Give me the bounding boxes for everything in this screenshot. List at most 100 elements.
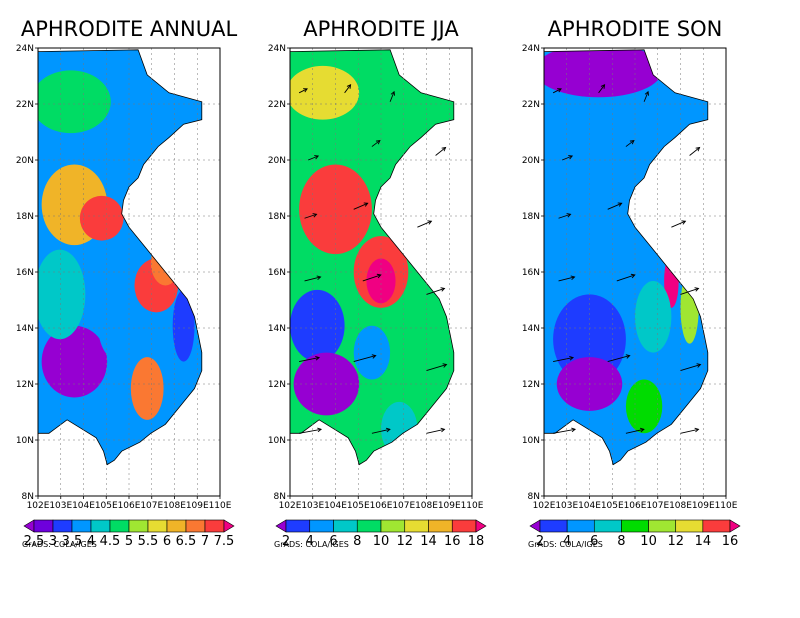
- wind-arrow-head: [316, 275, 322, 281]
- grads-credit: GrADS: COLA/IGES: [528, 540, 603, 549]
- colorbar-label: 12: [667, 534, 684, 549]
- wind-arrow-head: [557, 88, 562, 93]
- wind-arrow-head: [363, 202, 369, 207]
- colorbar-label: 10: [640, 534, 657, 549]
- colorbar-swatch: [128, 519, 149, 533]
- grads-credit: GrADS: COLA/IGES: [22, 540, 97, 549]
- lon-label: 105E: [95, 501, 118, 511]
- wind-arrow: [299, 357, 320, 363]
- colorbar-swatch: [380, 519, 406, 533]
- wind-arrow: [304, 213, 317, 219]
- wind-arrow: [553, 428, 576, 434]
- colorbar-label: 7.5: [214, 534, 235, 549]
- lon-label: 103E: [301, 501, 324, 511]
- wind-arrow: [308, 155, 319, 161]
- lon-label: 105E: [347, 501, 370, 511]
- lat-label: 12N: [522, 380, 540, 390]
- wind-arrow: [371, 428, 390, 434]
- colorbar-swatch: [356, 519, 382, 533]
- wind-arrow: [435, 147, 446, 156]
- wind-arrow-head: [371, 354, 377, 359]
- colorbar-swatch: [285, 519, 311, 533]
- lon-label: 104E: [324, 501, 347, 511]
- colorbar-label: 8: [353, 534, 361, 549]
- country-boundary: [289, 49, 455, 466]
- lon-label: 106E: [118, 501, 141, 511]
- precip-cell: [41, 325, 108, 398]
- precip-cell: [635, 280, 672, 353]
- wind-arrow-head: [375, 139, 381, 145]
- map-title: APHRODITE SON: [548, 17, 723, 41]
- precip-cell: [196, 164, 202, 201]
- colorbar-label: 4: [87, 534, 95, 549]
- wind-arrow-head: [441, 146, 447, 152]
- lat-label: 12N: [16, 380, 34, 390]
- colorbar-lower-extension: [529, 519, 541, 533]
- wind-arrow: [607, 355, 630, 363]
- lat-label: 24N: [16, 44, 34, 54]
- grads-credit: GrADS: COLA/IGES: [274, 540, 349, 549]
- precip-cell: [442, 164, 454, 201]
- lon-label: 106E: [624, 501, 647, 511]
- country-boundary: [37, 49, 203, 466]
- wind-arrow-head: [312, 213, 318, 218]
- lon-label: 110E: [715, 501, 738, 511]
- lon-label: 108E: [669, 501, 692, 511]
- wind-arrow-head: [376, 273, 382, 279]
- wind-arrow-head: [600, 84, 606, 89]
- wind-arrow: [353, 355, 376, 363]
- precipitation-field: [544, 49, 708, 465]
- precip-cell: [130, 357, 164, 420]
- colorbar-upper-extension: [729, 519, 741, 533]
- precip-cell: [680, 272, 699, 344]
- wind-arrow-head: [694, 427, 700, 433]
- country-boundary: [543, 49, 709, 466]
- lon-label: 107E: [392, 501, 415, 511]
- lon-label: 107E: [140, 501, 163, 511]
- wind-arrow-head: [695, 146, 701, 152]
- precip-cell: [366, 258, 396, 304]
- lat-label: 20N: [522, 156, 540, 166]
- colorbar-swatch: [566, 519, 595, 533]
- wind-arrow-head: [639, 427, 645, 433]
- wind-arrow: [616, 274, 635, 282]
- colorbar-label: 2: [536, 534, 544, 549]
- colorbar-label: 8: [617, 534, 625, 549]
- wind-arrow: [625, 428, 644, 434]
- colorbar-label: 5.5: [138, 534, 159, 549]
- lat-label: 8N: [274, 492, 286, 502]
- lon-label: 107E: [646, 501, 669, 511]
- wind-arrow-head: [568, 155, 574, 160]
- wind-arrow-head: [617, 202, 623, 207]
- lon-label: 110E: [461, 501, 484, 511]
- colorbar-swatch: [185, 519, 206, 533]
- wind-arrow-head: [440, 427, 446, 433]
- lat-label: 10N: [16, 436, 34, 446]
- wind-arrow-head: [317, 427, 323, 433]
- precip-cell: [172, 289, 195, 362]
- wind-arrow: [671, 220, 686, 228]
- lat-label: 22N: [16, 100, 34, 110]
- colorbar-label: 3: [49, 534, 57, 549]
- wind-arrow-head: [681, 220, 687, 225]
- wind-arrow: [298, 88, 308, 94]
- wind-arrow-head: [346, 84, 352, 89]
- wind-arrow: [680, 428, 699, 434]
- wind-arrow: [426, 428, 445, 434]
- lon-label: 109E: [692, 501, 715, 511]
- colorbar-swatch: [33, 519, 54, 533]
- lat-label: 16N: [16, 268, 34, 278]
- precip-cell: [353, 325, 391, 380]
- colorbar-label: 6: [329, 534, 337, 549]
- wind-arrow: [553, 357, 574, 363]
- lat-label: 16N: [268, 268, 286, 278]
- lon-label: 108E: [415, 501, 438, 511]
- colorbar-upper-extension: [223, 519, 235, 533]
- lat-label: 14N: [16, 324, 34, 334]
- lon-label: 102E: [533, 501, 556, 511]
- colorbar-swatch: [702, 519, 731, 533]
- lat-label: 18N: [268, 212, 286, 222]
- colorbar-swatch: [593, 519, 622, 533]
- lat-label: 20N: [268, 156, 286, 166]
- lon-label: 102E: [27, 501, 50, 511]
